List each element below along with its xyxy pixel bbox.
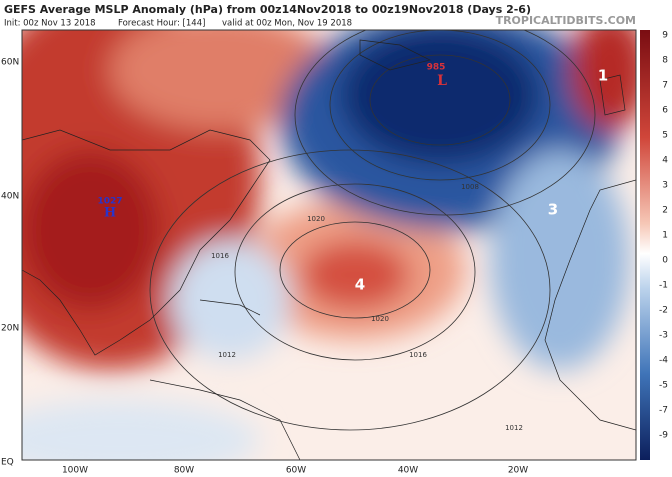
- isobar: [149, 149, 551, 431]
- colorbar-label: 2: [662, 206, 668, 216]
- colorbar-label: -3: [659, 331, 668, 341]
- colorbar-label: -5: [659, 381, 668, 391]
- isobar: [329, 30, 551, 181]
- region-number: 1: [598, 67, 608, 85]
- isobar-label: 1008: [461, 183, 479, 191]
- low-symbol: L: [437, 73, 447, 89]
- latitude-label: EQ: [1, 458, 14, 468]
- colorbar-label: -9: [659, 431, 668, 441]
- coastline: [149, 299, 301, 460]
- colorbar-label: -2: [659, 306, 668, 316]
- colorbar-label: 8: [662, 56, 668, 66]
- map-frame: [21, 29, 637, 461]
- valid-time: valid at 00z Mon, Nov 19 2018: [222, 19, 352, 29]
- forecast-hour: Forecast Hour: [144]: [118, 19, 205, 29]
- colorbar-label: -1: [659, 281, 668, 291]
- low-pressure: 985: [427, 63, 446, 73]
- isobar-label: 1020: [371, 315, 389, 323]
- region-number: 4: [355, 276, 365, 294]
- isobar: [369, 54, 511, 146]
- coastline: [22, 129, 271, 356]
- init-time: Init: 00z Nov 13 2018: [4, 19, 96, 29]
- colorbar-label: 3: [662, 181, 668, 191]
- isobar-label: 1020: [307, 215, 325, 223]
- longitude-label: 40W: [398, 466, 418, 476]
- longitude-label: 20W: [508, 466, 528, 476]
- isobar: [294, 30, 596, 216]
- colorbar-label: 7: [662, 81, 668, 91]
- colorbar-label: 4: [662, 156, 668, 166]
- longitude-label: 80W: [174, 466, 194, 476]
- longitude-label: 100W: [62, 466, 88, 476]
- high-pressure: 1027: [97, 197, 122, 207]
- colorbar-label: 0: [662, 256, 668, 266]
- colorbar: [640, 30, 650, 460]
- high-symbol: H: [104, 206, 116, 221]
- region-number: 3: [548, 201, 558, 219]
- map-area: [22, 30, 636, 460]
- site-name: TROPICALTIDBITS.COM: [496, 14, 636, 27]
- isobar-label: 1016: [409, 351, 427, 359]
- latitude-label: 60N: [1, 58, 19, 68]
- title: GEFS Average MSLP Anomaly (hPa) from 00z…: [4, 3, 531, 16]
- longitude-label: 60W: [286, 466, 306, 476]
- colorbar-label: 6: [662, 106, 668, 116]
- isobar-label: 1012: [505, 424, 523, 432]
- coastline: [359, 39, 626, 116]
- isobar: [234, 183, 476, 361]
- isobar-label: 1016: [211, 252, 229, 260]
- colorbar-label: -4: [659, 356, 668, 366]
- coastline: [544, 179, 636, 431]
- isobar-label: 1012: [218, 351, 236, 359]
- colorbar-label: -7: [659, 406, 668, 416]
- colorbar-label: 5: [662, 131, 668, 141]
- latitude-label: 40N: [1, 192, 19, 202]
- colorbar-label: 1: [662, 231, 668, 241]
- isobar: [279, 221, 431, 319]
- latitude-label: 20N: [1, 324, 19, 334]
- colorbar-label: 9: [662, 31, 668, 41]
